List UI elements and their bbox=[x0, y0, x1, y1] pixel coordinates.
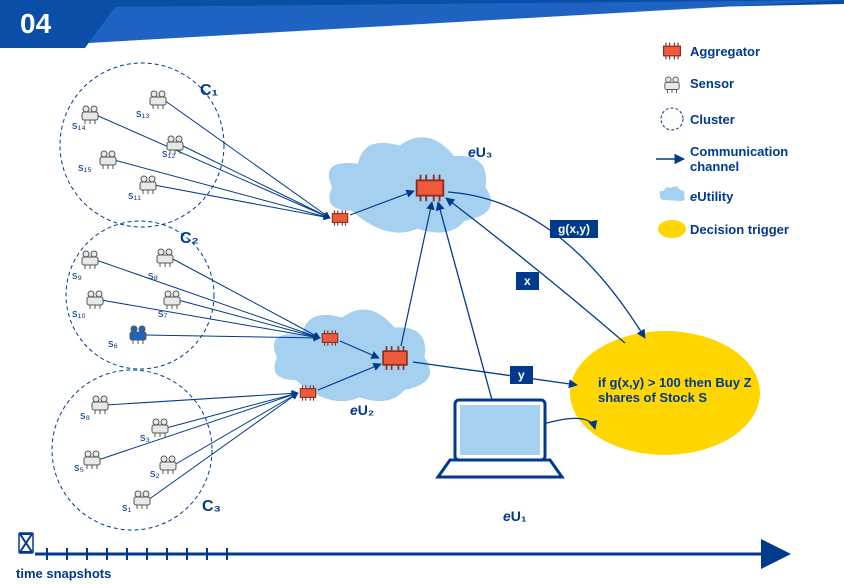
legend-eutility-label: eUtility bbox=[690, 189, 834, 204]
edge-label-2: y bbox=[510, 366, 533, 384]
cloud-eu3 bbox=[329, 137, 491, 232]
sensor-label-s8a: s₈ bbox=[148, 270, 158, 282]
edge-label-1: x bbox=[516, 272, 539, 290]
sensor-label-s9: s₉ bbox=[72, 270, 82, 282]
edge-label-0: g(x,y) bbox=[550, 220, 598, 238]
sensor-label-s14: s₁₄ bbox=[72, 120, 86, 132]
cluster-label-C3: C₃ bbox=[202, 498, 221, 516]
eutility-label-eu1: eU₁ bbox=[503, 508, 527, 524]
axis-label: time snapshots bbox=[16, 566, 111, 581]
cluster-label-C1: C₁ bbox=[200, 82, 218, 100]
sensor-label-s11: s₁₁ bbox=[128, 190, 141, 202]
eutility-label-eu3: eU₃ bbox=[468, 144, 492, 160]
decision-text: if g(x,y) > 100 then Buy Z shares of Sto… bbox=[598, 375, 758, 405]
page-number: 04 bbox=[20, 8, 51, 40]
eutility-label-eu2: eU₂ bbox=[350, 402, 374, 418]
legend-cluster-label: Cluster bbox=[690, 112, 834, 127]
time-axis bbox=[19, 533, 785, 560]
legend-channel: Communication channel bbox=[654, 144, 834, 174]
legend-sensor-label: Sensor bbox=[690, 76, 834, 91]
sensor-label-s15: s₁₅ bbox=[78, 162, 92, 174]
legend-channel-label: Communication channel bbox=[690, 144, 834, 174]
sensor-label-s8b: s₈ bbox=[80, 410, 90, 422]
legend-aggregator-label: Aggregator bbox=[690, 44, 834, 59]
aggregator-icon bbox=[654, 40, 690, 62]
sensor-icon bbox=[654, 72, 690, 94]
laptop bbox=[438, 400, 562, 477]
sensor-label-s2: s₂ bbox=[150, 468, 160, 480]
eutility-icon bbox=[654, 184, 690, 208]
legend: Aggregator Sensor Cluster Communication … bbox=[654, 40, 834, 250]
cluster-label-C2: C₂ bbox=[180, 230, 199, 248]
sensor-label-s6: s₆ bbox=[108, 338, 118, 350]
sensor-label-s13: s₁₃ bbox=[136, 108, 150, 120]
legend-eutility: eUtility bbox=[654, 184, 834, 208]
sensor-label-s7: s₇ bbox=[158, 308, 167, 320]
channel-icon bbox=[654, 152, 690, 166]
decision-icon bbox=[654, 218, 690, 240]
legend-sensor: Sensor bbox=[654, 72, 834, 94]
legend-cluster: Cluster bbox=[654, 104, 834, 134]
legend-decision: Decision trigger bbox=[654, 218, 834, 240]
legend-aggregator: Aggregator bbox=[654, 40, 834, 62]
sensor-label-s1: s₁ bbox=[122, 502, 131, 514]
sensor-label-s3: s₃ bbox=[140, 432, 150, 444]
cluster-icon bbox=[654, 104, 690, 134]
sensor-label-s10: s₁₀ bbox=[72, 308, 86, 320]
legend-decision-label: Decision trigger bbox=[690, 222, 834, 237]
sensor-label-s12: s₁₂ bbox=[162, 148, 175, 160]
sensor-label-s5: s₅ bbox=[74, 462, 84, 474]
